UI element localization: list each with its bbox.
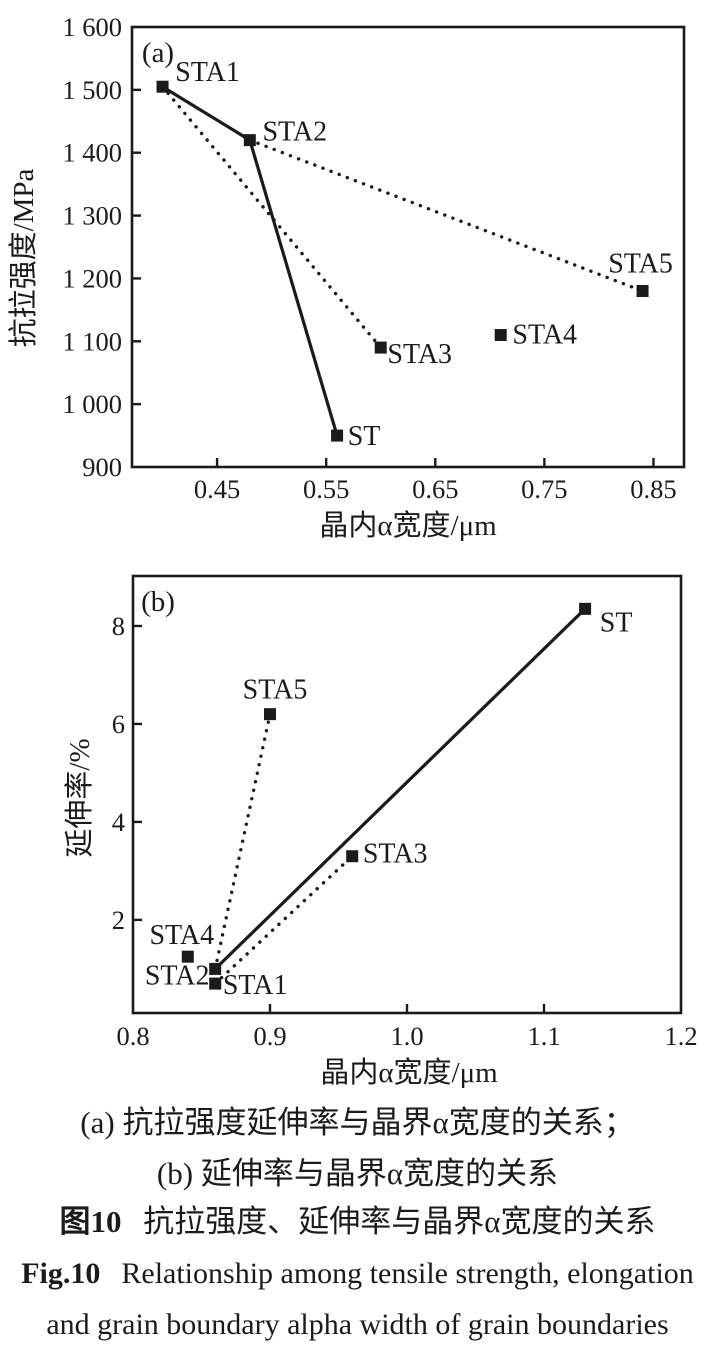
x-tick-label-a: 0.75 <box>521 474 567 504</box>
caption-zh: 图10 抗拉强度、延伸率与晶界α宽度的关系 <box>0 1203 715 1241</box>
dotted-line-STA1-STA3 <box>213 854 354 986</box>
plot-frame-b <box>131 574 683 1015</box>
point-STA4-a <box>494 329 507 341</box>
point-label-STA5-b: STA5 <box>243 675 308 706</box>
x-tick-label-a: 0.45 <box>194 474 240 504</box>
point-label-STA4-a: STA4 <box>512 320 577 351</box>
x-tick-label-a: 0.65 <box>412 474 458 504</box>
y-tick-label-b: 6 <box>112 709 125 739</box>
x-axis-title-a: 晶内α宽度/μm <box>319 509 497 542</box>
point-STA4-b <box>181 950 194 963</box>
caption-sub-b: (b) 延伸率与晶界α宽度的关系 <box>156 1156 559 1191</box>
dotted-line-STA2-STA5 <box>213 712 272 971</box>
point-label-ST-b: ST <box>600 607 633 638</box>
y-tick-label-b: 2 <box>112 905 125 935</box>
x-tick-label-a: 0.85 <box>630 474 676 504</box>
point-STA2-b <box>209 962 222 975</box>
point-label-STA1-a: STA1 <box>175 57 240 88</box>
point-label-STA5-a: STA5 <box>608 249 673 280</box>
x-tick-label-b: 1.2 <box>664 1021 697 1051</box>
caption-en: Fig.10 Relationship among tensile strengt… <box>0 1255 715 1293</box>
y-tick-label-a: 900 <box>82 452 122 482</box>
y-tick-label-a: 1 000 <box>62 389 122 419</box>
x-tick-label-b: 0.9 <box>253 1021 286 1051</box>
x-tick-label-b: 1.1 <box>527 1021 560 1051</box>
point-STA1-b <box>209 977 222 990</box>
point-label-STA4-b: STA4 <box>149 920 214 951</box>
point-label-ST-a: ST <box>348 421 381 452</box>
plot-frame-a <box>130 25 686 469</box>
point-STA3-b <box>346 850 359 863</box>
caption-zh-number: 图10 <box>59 1204 122 1239</box>
solid-line-STA2-ST <box>214 607 587 971</box>
point-STA3-a <box>374 341 387 354</box>
dotted-line-STA2-STA5 <box>248 138 645 293</box>
x-tick-label-a: 0.55 <box>303 474 349 504</box>
y-axis-title-a: 抗拉强度/MPa <box>7 168 40 347</box>
y-tick-label-b: 4 <box>112 807 125 837</box>
chart-panel-b: 0.8 0.9 1.0 1.1 1.2 2 4 6 8 (b) 晶内α宽度/μm 延伸率/% STA1 S… <box>63 574 698 1089</box>
chart-panel-a: 0.45 0.55 0.65 0.75 0.85 900 1 000 1 100 1 200 1 … <box>7 12 686 542</box>
caption-en-text-2: and grain boundary alpha width of grain … <box>46 1308 669 1341</box>
point-label-STA3-a: STA3 <box>387 339 452 370</box>
y-tick-label-a: 1 600 <box>62 12 122 42</box>
point-label-STA2-a: STA2 <box>262 117 327 148</box>
x-tick-label-b: 1.0 <box>390 1021 423 1051</box>
y-tick-label-a: 1 100 <box>62 326 122 356</box>
y-tick-label-b: 8 <box>112 611 125 641</box>
point-STA5-a <box>636 285 649 297</box>
point-label-STA2-b: STA2 <box>145 960 210 991</box>
caption-en-text: Relationship among tensile strength, elo… <box>121 1257 694 1290</box>
point-STA1-a <box>156 80 169 93</box>
panel-label-b: (b) <box>141 586 175 618</box>
point-ST-b <box>579 602 592 615</box>
point-ST-a <box>331 429 344 442</box>
caption-zh-text: 抗拉强度、延伸率与晶界α宽度的关系 <box>143 1204 656 1239</box>
x-axis-title-b: 晶内α宽度/μm <box>320 1056 498 1089</box>
point-label-STA3-b: STA3 <box>363 839 428 870</box>
y-tick-label-a: 1 200 <box>62 263 122 293</box>
y-tick-label-a: 1 300 <box>62 201 122 231</box>
point-label-STA1-b: STA1 <box>223 970 288 1001</box>
caption-sub-a: (a) 抗拉强度延伸率与晶界α宽度的关系； <box>80 1105 635 1140</box>
point-STA5-b <box>264 708 276 721</box>
y-tick-label-a: 1 500 <box>62 75 122 105</box>
x-tick-label-b: 0.8 <box>116 1021 149 1051</box>
point-STA2-a <box>243 134 256 147</box>
caption-en-number: Fig.10 <box>21 1257 101 1290</box>
panel-label-a: (a) <box>142 37 174 69</box>
y-axis-title-b: 延伸率/% <box>63 738 96 857</box>
y-tick-label-a: 1 400 <box>62 138 122 168</box>
